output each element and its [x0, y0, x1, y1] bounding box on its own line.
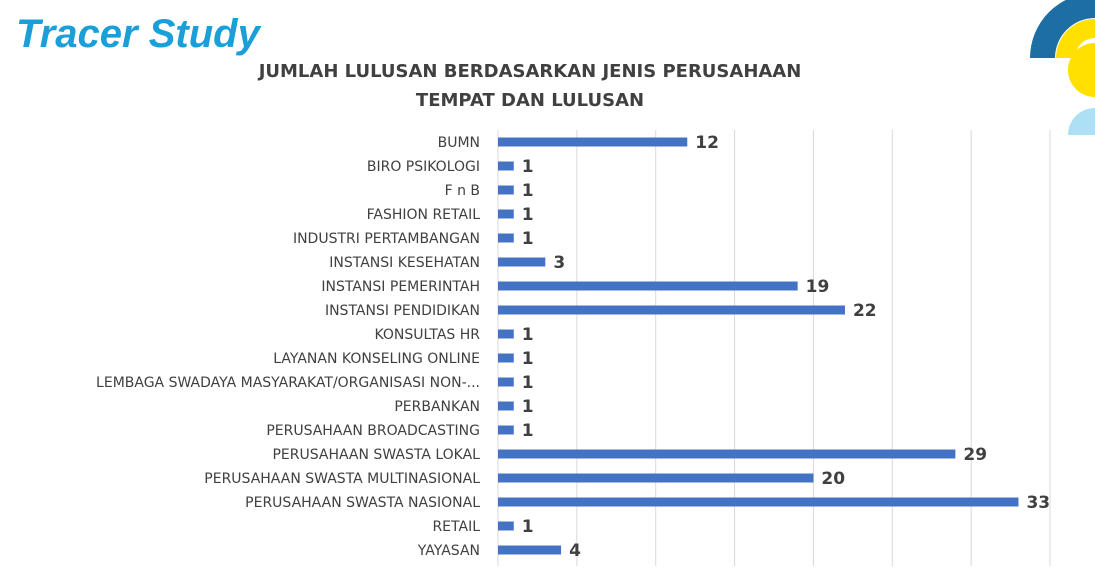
bar	[498, 329, 514, 339]
data-label: 12	[695, 133, 719, 153]
slide-title: Tracer Study	[16, 12, 260, 56]
category-label: INSTANSI KESEHATAN	[329, 255, 480, 271]
data-label: 33	[1026, 493, 1050, 513]
data-label: 29	[963, 445, 987, 465]
data-label: 1	[522, 157, 534, 177]
bar	[498, 401, 514, 411]
data-label: 22	[853, 301, 877, 321]
data-label: 20	[821, 469, 845, 489]
bar	[498, 185, 514, 195]
data-label: 1	[522, 349, 534, 369]
category-label: INSTANSI PENDIDIKAN	[325, 303, 480, 319]
data-label: 1	[522, 421, 534, 441]
bar	[498, 473, 814, 483]
bar	[498, 281, 798, 291]
data-label: 1	[522, 229, 534, 249]
category-label: LAYANAN KONSELING ONLINE	[273, 351, 480, 367]
bar	[498, 233, 514, 243]
bar	[498, 161, 514, 171]
bar	[498, 353, 514, 363]
data-label: 19	[806, 277, 830, 297]
data-label: 1	[522, 397, 534, 417]
category-label: LEMBAGA SWADAYA MASYARAKAT/ORGANISASI NO…	[96, 375, 480, 391]
data-label: 1	[522, 517, 534, 537]
data-label: 1	[522, 373, 534, 393]
data-label: 4	[569, 541, 581, 561]
category-label: BUMN	[438, 135, 480, 151]
bar	[498, 521, 514, 531]
category-label: BIRO PSIKOLOGI	[367, 159, 480, 175]
chart-title-line-2: TEMPAT DAN LULUSAN	[415, 90, 645, 111]
chart-title-line-1: JUMLAH LULUSAN BERDASARKAN JENIS PERUSAH…	[258, 61, 802, 82]
bar	[498, 425, 514, 435]
bar	[498, 449, 956, 459]
bar	[498, 305, 845, 315]
category-label: KONSULTAS HR	[374, 327, 480, 343]
bar	[498, 137, 688, 147]
corner-arc-decoration	[1030, 0, 1095, 135]
category-label: F n B	[445, 183, 480, 199]
category-label: RETAIL	[432, 519, 480, 535]
bar	[498, 545, 562, 555]
bar	[498, 209, 514, 219]
category-label: PERUSAHAAN BROADCASTING	[266, 423, 480, 439]
data-label: 1	[522, 181, 534, 201]
bar	[498, 257, 546, 267]
category-label: FASHION RETAIL	[367, 207, 481, 223]
category-label: PERUSAHAAN SWASTA NASIONAL	[245, 495, 480, 511]
category-label: PERUSAHAAN SWASTA MULTINASIONAL	[204, 471, 480, 487]
bar	[498, 377, 514, 387]
bar	[498, 497, 1019, 507]
category-label: PERBANKAN	[394, 399, 480, 415]
category-label: YAYASAN	[417, 543, 480, 559]
category-label: PERUSAHAAN SWASTA LOKAL	[272, 447, 480, 463]
data-label: 3	[553, 253, 565, 273]
data-label: 1	[522, 325, 534, 345]
data-label: 1	[522, 205, 534, 225]
category-label: INDUSTRI PERTAMBANGAN	[293, 231, 480, 247]
category-label: INSTANSI PEMERINTAH	[321, 279, 480, 295]
